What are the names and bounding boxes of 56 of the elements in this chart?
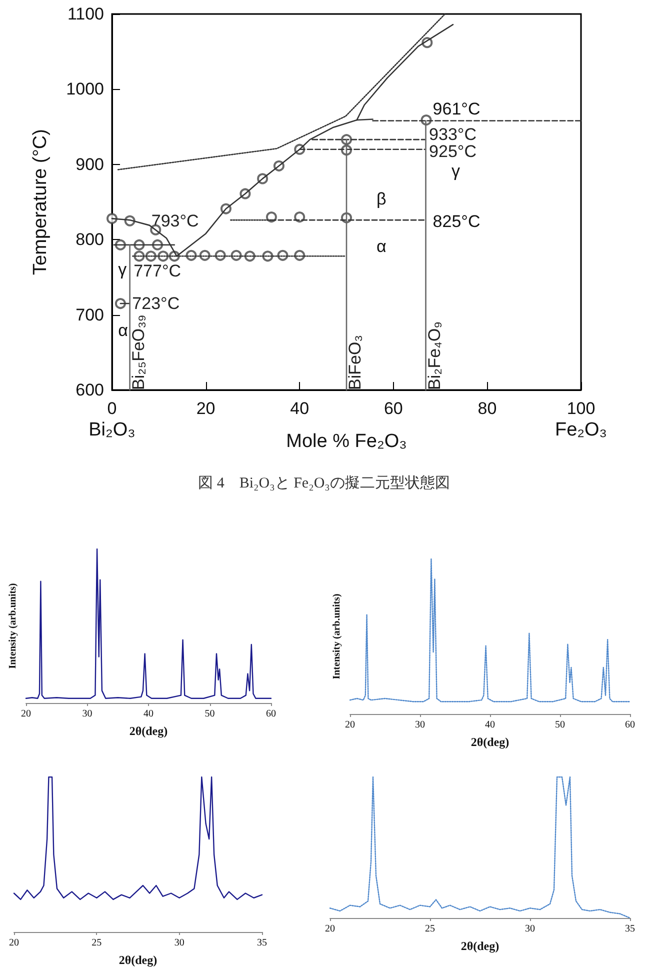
x-tick-label: 20: [345, 720, 355, 730]
x-tick-label: 60: [625, 720, 635, 730]
x-axis-title: 2θ(deg): [470, 735, 510, 749]
y-axis-title: Temperature (°C): [30, 129, 51, 275]
x-tick-label: 20: [196, 399, 216, 418]
x-axis-title: 2θ(deg): [460, 939, 500, 953]
x-tick-label: 100: [566, 399, 596, 418]
x-tick-label: 30: [525, 924, 535, 934]
annotation: β: [376, 189, 387, 208]
annotation: 793°C: [151, 211, 199, 230]
annotation: α: [376, 236, 387, 256]
x-tick-label: 40: [485, 720, 495, 730]
y-axis-title: Intensity (arb.units): [332, 594, 342, 680]
x-tick-label: 20: [9, 938, 19, 948]
x-axis-title: 2θ(deg): [129, 724, 168, 738]
text: Bi₂O₃: [88, 419, 136, 440]
annotation: 933°C: [429, 124, 476, 144]
x-tick-label: 25: [92, 938, 102, 948]
text: Fe₂O₃: [554, 419, 608, 440]
x-tick-label: 35: [625, 924, 635, 934]
y-tick-label: 900: [76, 154, 104, 174]
x-axis-title: 2θ(deg): [118, 953, 158, 967]
annotation: 777°C: [134, 262, 182, 281]
annotation: γ: [118, 260, 128, 280]
y-tick-label: 800: [76, 230, 104, 250]
x-tick-label: 60: [384, 399, 403, 418]
annotation: α: [118, 321, 128, 340]
x-axis-title: Mole % Fe₂O₃: [286, 431, 407, 452]
annotation: 723°C: [132, 294, 180, 314]
x-tick-label: 20: [21, 708, 31, 720]
x-tick-label: 60: [266, 708, 276, 720]
x-tick-label: 0: [107, 399, 117, 418]
y-tick-label: 1000: [66, 80, 104, 99]
text: Bi₂₅FeO₃₉: [128, 314, 148, 390]
x-tick-label: 40: [144, 708, 154, 720]
x-tick-label: 25: [425, 924, 435, 934]
text: Bi₂Fe₄O₉: [424, 322, 444, 390]
x-tick-label: 50: [555, 720, 565, 730]
x-tick-label: 80: [478, 399, 497, 418]
annotation: γ: [452, 162, 461, 181]
annotation: 925°C: [429, 142, 476, 162]
y-axis-title: Intensity (arb.units): [8, 583, 18, 669]
annotation: 961°C: [432, 99, 480, 118]
x-tick-label: 30: [174, 938, 184, 948]
y-tick-label: 600: [76, 380, 104, 400]
x-tick-label: 30: [415, 720, 425, 730]
x-tick-label: 40: [290, 399, 310, 418]
x-tick-label: 50: [204, 708, 215, 720]
x-tick-label: 20: [325, 924, 335, 934]
x-tick-label: 30: [82, 708, 92, 720]
x-tick-label: 35: [257, 938, 267, 948]
y-tick-label: 700: [76, 305, 104, 324]
text: 図 4 Bi₂O₃と Fe₂O₃の擬二元型状態図: [198, 474, 450, 492]
text: BiFeO₃: [346, 334, 364, 390]
y-tick-label: 1100: [67, 4, 104, 24]
annotation: 825°C: [432, 212, 480, 232]
